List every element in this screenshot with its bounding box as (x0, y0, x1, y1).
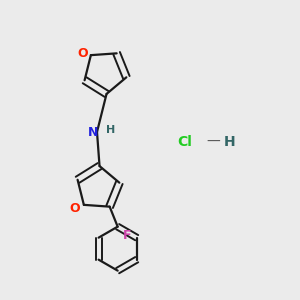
Text: H: H (224, 135, 236, 149)
Text: Cl: Cl (178, 135, 192, 149)
Text: F: F (122, 229, 131, 242)
Text: O: O (77, 46, 88, 60)
Text: H: H (106, 125, 116, 135)
Text: N: N (88, 125, 98, 139)
Text: O: O (70, 202, 80, 215)
Text: —: — (206, 135, 220, 149)
